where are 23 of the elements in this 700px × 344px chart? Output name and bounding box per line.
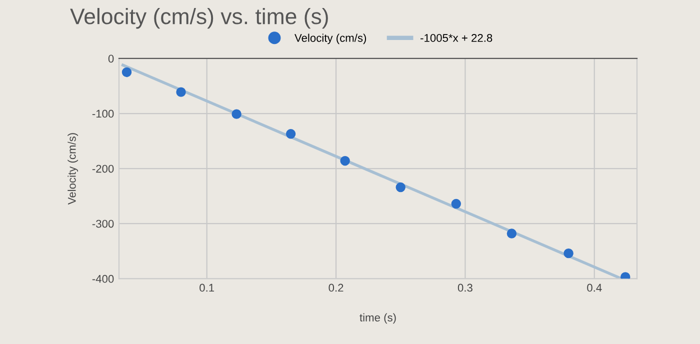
y-axis-title: Velocity (cm/s) [68, 133, 78, 205]
point [396, 182, 406, 192]
chart-title: Velocity (cm/s) vs. time (s) [70, 8, 328, 29]
point [506, 228, 517, 238]
y-tick-label: -300 [92, 220, 114, 228]
legend-label: -1005*x + 22.8 [420, 34, 492, 42]
y-tick-label: -200 [92, 164, 114, 173]
y-tick-label: 0 [108, 54, 114, 63]
y-tick-label: -100 [92, 110, 114, 118]
point [122, 67, 132, 78]
point [340, 156, 350, 166]
x-tick-label: 0.4 [587, 284, 602, 292]
point [232, 109, 242, 119]
y-tick-label: -400 [92, 274, 114, 283]
point [286, 129, 296, 139]
point [451, 198, 462, 209]
x-tick-label: 0.1 [200, 284, 214, 292]
point [564, 248, 574, 258]
x-tick-label: 0.2 [328, 284, 344, 292]
x-tick-label: 0.3 [458, 284, 472, 292]
point [176, 87, 186, 97]
x-axis-title: time (s) [360, 313, 396, 324]
legend-label: Velocity (cm/s) [294, 34, 366, 44]
